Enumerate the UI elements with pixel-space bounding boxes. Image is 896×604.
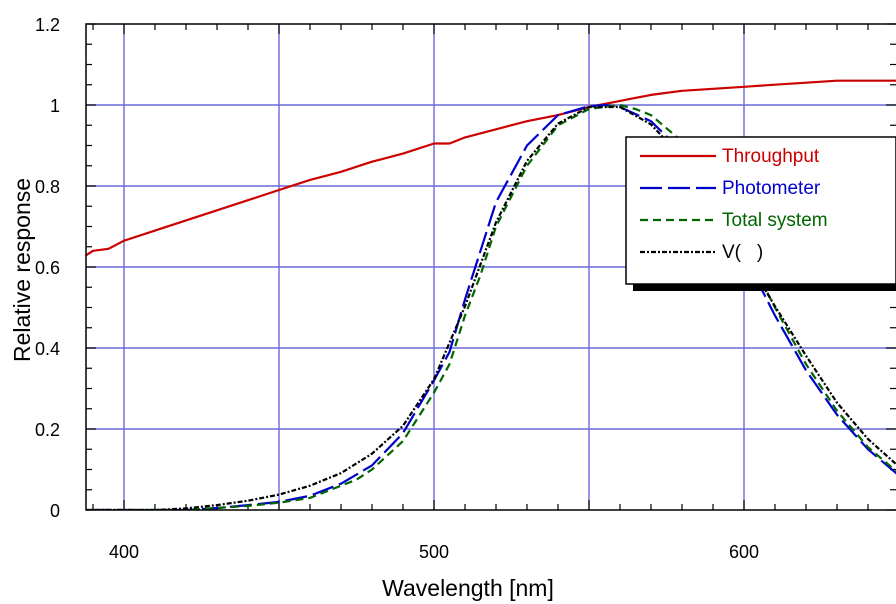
legend-label-total-system: Total system [722,210,828,231]
x-tick-labels: 400500600700 [109,542,759,562]
series-line-v-lambda [86,105,896,510]
x-axis-title: Wavelength [nm] [382,575,554,601]
plot-area [86,79,896,510]
y-tick-label: 0 [50,501,60,521]
legend-box [625,136,896,285]
series-line-photometer [86,103,896,510]
y-tick-label: 1.2 [35,15,60,35]
x-tick-label: 400 [109,542,139,562]
legend-label-photometer: Photometer [722,178,821,199]
legend: Throughput Photometer Total system V( ) [625,136,896,291]
y-tick-label: 0.4 [35,339,60,359]
plot-frame [85,23,896,511]
series-line-total-system [86,103,896,510]
y-axis-title: Relative response [9,178,35,362]
y-tick-label: 0.6 [35,258,60,278]
legend-label-v-lambda: V( ) [722,242,763,263]
x-tick-label: 500 [419,542,449,562]
y-tick-label: 0.2 [35,420,60,440]
series-line-throughput [86,79,896,257]
y-tick-label: 0.8 [35,177,60,197]
y-tick-labels: 0 0.2 0.4 0.6 0.8 1 1.2 [35,15,60,521]
y-tick-label: 1 [50,96,60,116]
x-tick-label: 600 [729,542,759,562]
legend-label-throughput: Throughput [722,146,820,167]
